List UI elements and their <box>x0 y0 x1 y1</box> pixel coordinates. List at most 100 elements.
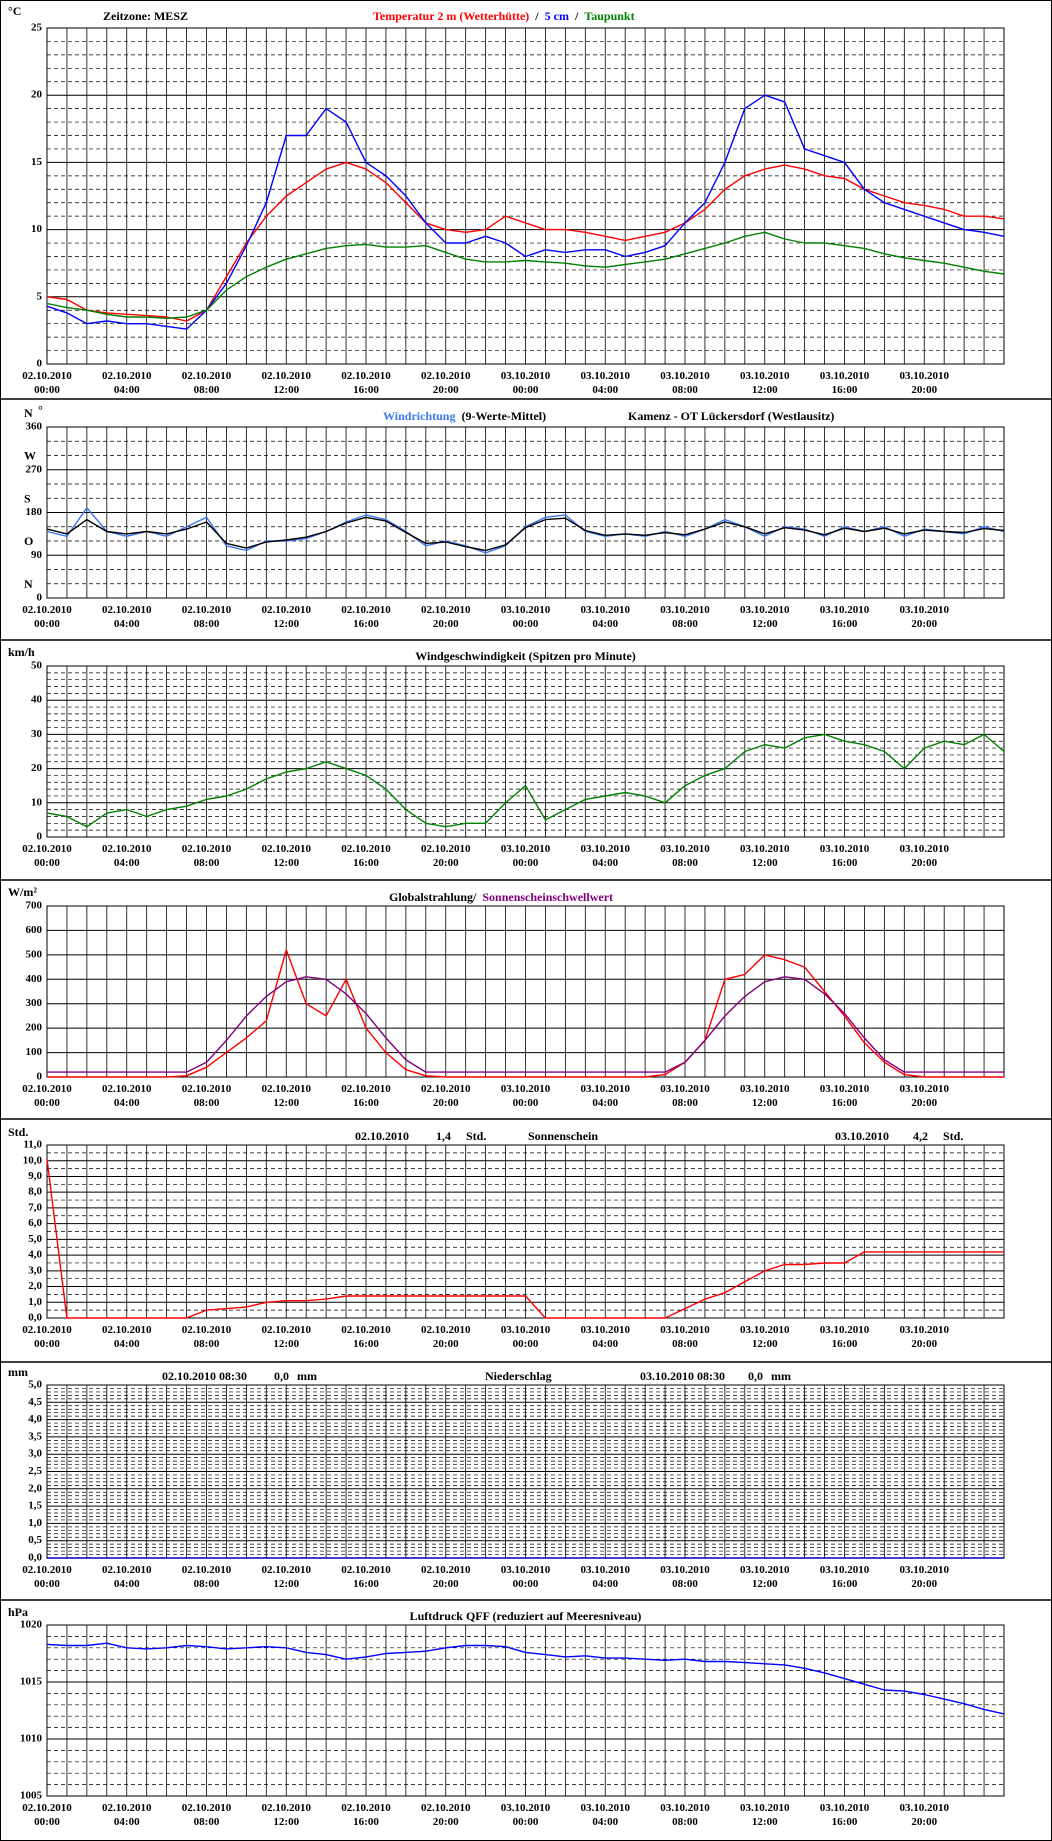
y-axis-label: hPa <box>8 1605 28 1619</box>
annotation: 03.10.2010 08:30 <box>640 1369 725 1383</box>
x-tick-label: 03.10.2010 16:00 <box>819 843 870 869</box>
x-tick-label: 03.10.2010 04:00 <box>580 1802 631 1828</box>
x-tick-label: 02.10.2010 12:00 <box>261 1083 312 1109</box>
x-tick-label: 02.10.2010 12:00 <box>261 604 312 630</box>
x-tick-label: 03.10.2010 00:00 <box>500 604 551 630</box>
data-line <box>46 231 1005 319</box>
x-tick-label: 03.10.2010 00:00 <box>500 843 551 869</box>
x-tick-label: 03.10.2010 12:00 <box>740 604 790 630</box>
y-tick-label: 270 <box>26 463 43 475</box>
y-tick-label: 500 <box>26 948 43 960</box>
y-tick-label: 700 <box>26 900 43 912</box>
annotation: mm <box>297 1369 317 1383</box>
annotation: / <box>534 9 539 23</box>
x-tick-label: 02.10.2010 16:00 <box>341 843 391 869</box>
y-tick-label: 0 <box>37 1071 43 1083</box>
y-tick-label: 300 <box>26 997 43 1009</box>
annotation: 02.10.2010 08:30 <box>162 1369 247 1383</box>
title-row: Temperatur 2 m (Wetterhütte) / 5 cm / Taupun… <box>373 9 635 23</box>
x-tick-label: 02.10.2010 20:00 <box>421 1564 471 1590</box>
chart-title: Windgeschwindigkeit (Spitzen pro Minute) <box>415 649 636 663</box>
x-tick-label: 03.10.2010 00:00 <box>500 1324 551 1350</box>
y-tick-letter: S <box>24 491 31 505</box>
x-tick-label: 02.10.2010 04:00 <box>102 370 152 396</box>
x-tick-label: 02.10.2010 20:00 <box>421 604 471 630</box>
y-tick-label: 10 <box>31 223 43 235</box>
panel: 0,01,02,03,04,05,06,07,08,09,010,011,0St… <box>8 1125 1005 1324</box>
x-tick-label: 02.10.2010 08:00 <box>181 604 232 630</box>
legend-entry: Taupunkt <box>584 9 634 23</box>
y-tick-label: 0 <box>37 592 43 604</box>
x-tick-label: 02.10.2010 04:00 <box>102 843 152 869</box>
x-tick-label: 03.10.2010 08:00 <box>660 1564 710 1590</box>
annotation: 02.10.2010 <box>355 1129 409 1143</box>
chart-title: Globalstrahlung/ <box>389 890 477 904</box>
annotation: 0,0 <box>274 1369 289 1383</box>
y-tick-label: 7,0 <box>28 1201 42 1213</box>
y-tick-label: 0,0 <box>28 1312 42 1324</box>
annotation: Zeitzone: MESZ <box>103 9 188 23</box>
y-tick-label: 100 <box>26 1046 43 1058</box>
x-tick-label: 02.10.2010 16:00 <box>341 1564 391 1590</box>
x-tick-label: 02.10.2010 12:00 <box>261 1802 312 1828</box>
annotation: Std. <box>943 1129 963 1143</box>
x-tick-label: 03.10.2010 12:00 <box>740 370 790 396</box>
y-tick-label: 400 <box>26 973 43 985</box>
y-tick-label: 1,5 <box>28 1500 42 1512</box>
annotation: / <box>574 9 579 23</box>
x-tick-label: 03.10.2010 00:00 <box>500 370 551 396</box>
x-tick-label: 03.10.2010 08:00 <box>660 370 710 396</box>
y-tick-label: 1,0 <box>28 1296 42 1308</box>
x-tick-label: 03.10.2010 00:00 <box>500 1564 551 1590</box>
y-tick-label: 1010 <box>20 1733 43 1745</box>
data-line <box>46 733 1005 828</box>
data-line <box>46 516 1005 552</box>
x-tick-label: 02.10.2010 08:00 <box>181 1802 232 1828</box>
y-axis-label: mm <box>8 1365 28 1379</box>
y-tick-label: 11,0 <box>23 1139 42 1151</box>
x-tick-label: 03.10.2010 20:00 <box>899 1083 950 1109</box>
y-tick-label: 6,0 <box>28 1217 42 1229</box>
chart-title: Niederschlag <box>485 1369 552 1383</box>
x-tick-label: 03.10.2010 20:00 <box>899 843 950 869</box>
x-tick-label: 03.10.2010 20:00 <box>899 1564 950 1590</box>
y-tick-label: 50 <box>31 660 43 672</box>
y-tick-label: 15 <box>31 156 43 168</box>
x-tick-label: 02.10.2010 16:00 <box>341 1802 391 1828</box>
y-tick-label: 4,0 <box>28 1413 42 1425</box>
y-tick-label: 0,0 <box>28 1552 42 1564</box>
y-tick-label: 20 <box>31 762 43 774</box>
x-tick-label: 03.10.2010 04:00 <box>580 604 631 630</box>
y-tick-label: 10,0 <box>23 1154 43 1166</box>
panel: 0,00,51,01,52,02,53,03,54,04,55,0mm Niede… <box>8 1365 1005 1564</box>
x-tick-label: 02.10.2010 16:00 <box>341 604 391 630</box>
x-tick-label: 03.10.2010 12:00 <box>740 1802 790 1828</box>
x-tick-label: 03.10.2010 08:00 <box>660 1083 710 1109</box>
y-tick-label: 5,0 <box>28 1379 42 1391</box>
x-tick-label: 03.10.2010 08:00 <box>660 843 710 869</box>
x-tick-label: 02.10.2010 20:00 <box>421 843 471 869</box>
x-tick-label: 03.10.2010 16:00 <box>819 1564 870 1590</box>
data-line <box>46 1159 1004 1319</box>
x-tick-label: 02.10.2010 20:00 <box>421 370 471 396</box>
y-tick-label: 3,0 <box>28 1264 42 1276</box>
chart-title: Sonnenschein <box>528 1129 598 1143</box>
y-axis-label: ° <box>38 403 43 417</box>
annotation: mm <box>771 1369 791 1383</box>
annotation: Std. <box>466 1129 486 1143</box>
x-tick-label: 03.10.2010 12:00 <box>740 1564 790 1590</box>
title-row: Globalstrahlung/Sonnenscheinschwellwert <box>389 890 613 904</box>
x-tick-label: 02.10.2010 00:00 <box>22 604 72 630</box>
y-tick-label: 0,5 <box>28 1534 42 1546</box>
y-tick-label: 5 <box>37 290 43 302</box>
y-tick-label: 20 <box>31 89 43 101</box>
x-tick-label: 03.10.2010 16:00 <box>819 1083 870 1109</box>
y-axis-label: Std. <box>8 1125 28 1139</box>
y-tick-letter: O <box>24 534 33 548</box>
y-tick-label: 1,0 <box>28 1517 42 1529</box>
x-tick-label: 03.10.2010 00:00 <box>500 1083 551 1109</box>
